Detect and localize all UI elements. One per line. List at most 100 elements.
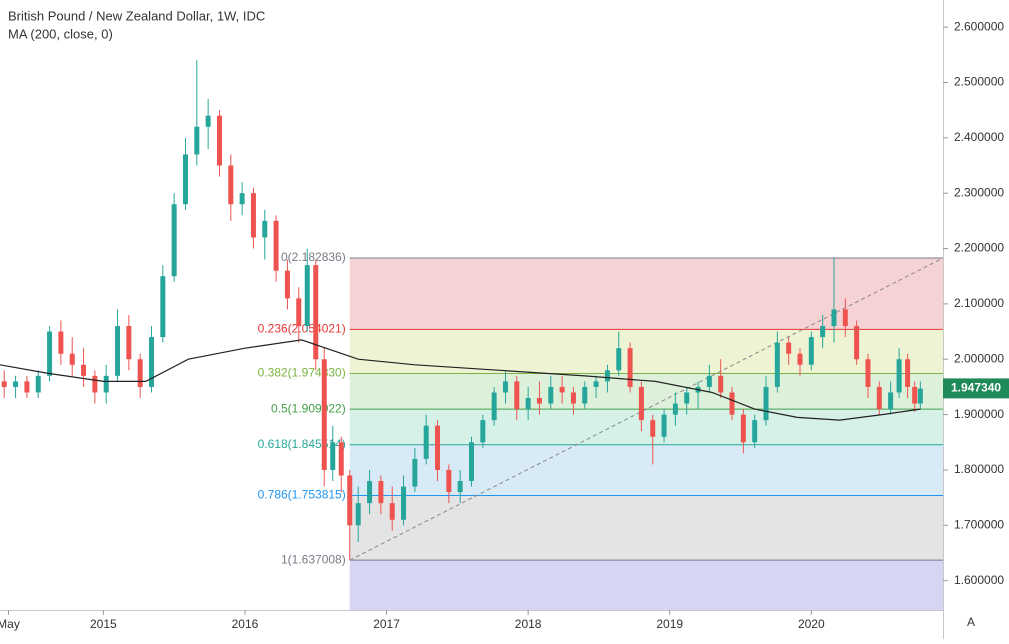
last-price-tag bbox=[943, 378, 1009, 399]
candle-body bbox=[865, 359, 871, 387]
candle-body bbox=[593, 381, 599, 387]
x-tick-label: 2016 bbox=[232, 617, 259, 631]
moving-average-line bbox=[0, 339, 921, 421]
candle-body bbox=[216, 115, 222, 166]
candle-body bbox=[313, 265, 319, 360]
candle-body bbox=[763, 386, 769, 421]
y-tick-label: 2.400000 bbox=[954, 130, 1004, 144]
candle-body bbox=[239, 193, 245, 205]
fib-zone bbox=[349, 373, 944, 410]
candle-body bbox=[729, 392, 735, 415]
candle-body bbox=[917, 388, 923, 404]
last-price-label: 1.947340 bbox=[951, 381, 1001, 395]
candle-body bbox=[888, 392, 894, 410]
fib-zone bbox=[349, 560, 944, 610]
candle-body bbox=[58, 331, 64, 354]
candle-body bbox=[604, 370, 610, 382]
candle-body bbox=[347, 475, 353, 526]
candle-body bbox=[808, 337, 814, 365]
y-tick-label: 2.600000 bbox=[954, 19, 1004, 33]
candle-body bbox=[194, 126, 200, 155]
candle-body bbox=[559, 386, 565, 393]
candle-body bbox=[160, 276, 166, 338]
candle-body bbox=[355, 503, 361, 526]
candle-body bbox=[774, 342, 780, 387]
candle-body bbox=[706, 375, 712, 387]
fib-zone bbox=[349, 258, 944, 330]
candle-body bbox=[905, 359, 911, 387]
candle-body bbox=[182, 154, 188, 205]
fib-level-label: 0.786(1.753815) bbox=[258, 488, 346, 502]
x-tick-label: 2020 bbox=[798, 617, 825, 631]
candle-body bbox=[831, 309, 837, 327]
candle-body bbox=[854, 326, 860, 360]
plot-area: 0(2.182836) 0.236(2.054021) 0.382(1.974330… bbox=[0, 60, 944, 610]
fib-zone bbox=[349, 329, 944, 374]
candle-body bbox=[638, 386, 644, 421]
candle-body bbox=[92, 375, 98, 393]
candle-body bbox=[616, 348, 622, 371]
x-tick-label: 2018 bbox=[515, 617, 542, 631]
candle-body bbox=[401, 486, 407, 520]
candle-body bbox=[797, 353, 803, 365]
candle-body bbox=[752, 420, 758, 443]
x-tick-label: 2019 bbox=[656, 617, 683, 631]
candle-body bbox=[250, 193, 256, 238]
candle-body bbox=[650, 420, 656, 437]
candle-body bbox=[115, 326, 121, 376]
auto-scale-label[interactable]: A bbox=[967, 615, 975, 629]
candle-body bbox=[582, 386, 588, 404]
candle-body bbox=[171, 204, 177, 277]
candle-body bbox=[228, 165, 234, 205]
x-tick-label: 2015 bbox=[90, 617, 117, 631]
candle-body bbox=[842, 309, 848, 327]
candle-body bbox=[525, 397, 531, 410]
candle-body bbox=[338, 442, 344, 476]
candle-body bbox=[502, 381, 508, 393]
candle-body bbox=[718, 375, 724, 393]
candle-body bbox=[740, 414, 746, 443]
candle-body bbox=[126, 326, 132, 360]
y-tick-label: 1.900000 bbox=[954, 407, 1004, 421]
candle-body bbox=[205, 115, 211, 127]
y-tick-label: 2.300000 bbox=[954, 185, 1004, 199]
candle-body bbox=[896, 359, 902, 393]
fib-level-label: 0.236(2.054021) bbox=[258, 322, 346, 336]
y-tick-label: 1.700000 bbox=[954, 517, 1004, 531]
candle-body bbox=[13, 381, 19, 387]
candle-body bbox=[672, 403, 678, 415]
candle-body bbox=[457, 481, 463, 493]
y-tick-label: 1.600000 bbox=[954, 573, 1004, 587]
candle-body bbox=[423, 425, 429, 459]
candle-body bbox=[35, 375, 41, 393]
candle-body bbox=[330, 442, 336, 470]
indicator-label: MA (200, close, 0) bbox=[8, 26, 113, 41]
candle-body bbox=[137, 359, 143, 387]
candle-body bbox=[412, 458, 418, 487]
candle-body bbox=[912, 386, 918, 404]
y-tick-label: 2.200000 bbox=[954, 241, 1004, 255]
candle-body bbox=[684, 392, 690, 404]
candle-body bbox=[536, 397, 542, 404]
candle-body bbox=[378, 481, 384, 504]
y-tick-label: 2.000000 bbox=[954, 351, 1004, 365]
candle-body bbox=[367, 481, 373, 504]
fib-level-label: 0.382(1.974330) bbox=[258, 366, 346, 380]
candle-body bbox=[469, 442, 474, 482]
candle-body bbox=[548, 386, 554, 404]
candle-body bbox=[273, 220, 279, 271]
fib-zone bbox=[349, 409, 944, 445]
candle-body bbox=[786, 342, 792, 354]
candle-body bbox=[480, 420, 486, 443]
fib-level-label: 0.5(1.909922) bbox=[271, 401, 346, 415]
candle-body bbox=[491, 392, 497, 421]
candle-body bbox=[820, 326, 826, 338]
auto-scale-button[interactable] bbox=[960, 612, 982, 634]
candle-body bbox=[262, 220, 268, 238]
candle-body bbox=[81, 364, 87, 376]
candle-body bbox=[1, 381, 7, 387]
fib-level-label: 0(2.182836) bbox=[281, 250, 346, 264]
y-tick-label: 1.800000 bbox=[954, 462, 1004, 476]
candle-body bbox=[627, 348, 633, 387]
